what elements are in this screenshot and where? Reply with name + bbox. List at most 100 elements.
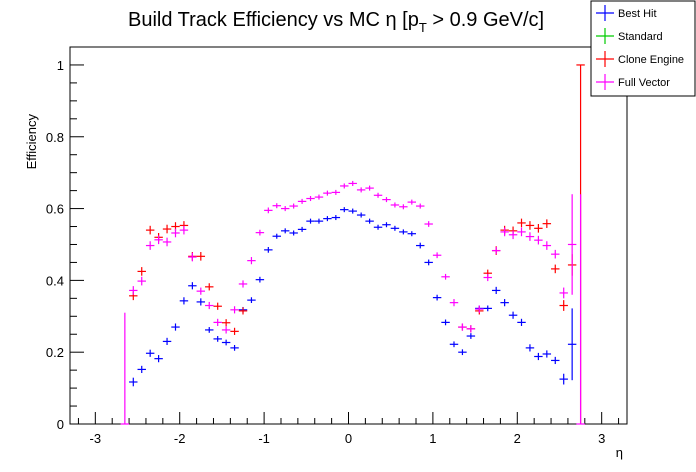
plot-frame bbox=[69, 46, 628, 425]
data-point bbox=[356, 187, 366, 193]
series-best-hit bbox=[129, 207, 577, 387]
data-point bbox=[129, 286, 138, 295]
legend-label: Clone Engine bbox=[618, 54, 684, 66]
data-point bbox=[179, 297, 189, 305]
x-tick-label: 1 bbox=[429, 431, 436, 446]
legend-entry: Clone Engine bbox=[596, 51, 684, 67]
data-layer bbox=[120, 64, 585, 425]
legend-entries: Best Hit Standard Clone Engine Full Vector bbox=[596, 5, 684, 90]
data-point bbox=[129, 377, 138, 387]
data-point bbox=[399, 229, 408, 235]
data-point bbox=[365, 218, 374, 224]
data-point bbox=[306, 218, 315, 224]
data-point bbox=[238, 307, 248, 315]
data-point bbox=[145, 349, 155, 357]
data-point bbox=[542, 219, 552, 228]
series-full-vector bbox=[120, 180, 585, 425]
y-tick-label: 0.8 bbox=[46, 130, 64, 145]
data-point bbox=[373, 192, 383, 198]
data-point bbox=[154, 355, 163, 363]
data-point bbox=[517, 318, 526, 326]
data-point bbox=[297, 226, 307, 232]
data-point bbox=[137, 365, 146, 374]
data-point bbox=[230, 306, 239, 314]
data-point bbox=[289, 230, 298, 236]
data-point bbox=[441, 319, 450, 326]
data-point bbox=[491, 246, 501, 255]
data-point bbox=[247, 297, 256, 304]
data-point bbox=[154, 235, 163, 245]
data-point bbox=[196, 298, 206, 306]
data-point bbox=[458, 323, 467, 331]
data-point bbox=[432, 294, 442, 301]
data-point bbox=[517, 227, 526, 237]
legend-entry: Standard bbox=[596, 28, 663, 44]
data-point bbox=[348, 180, 357, 186]
data-point bbox=[280, 206, 290, 212]
chart-title: Build Track Efficiency vs MC η [pT > 0.9… bbox=[128, 9, 544, 35]
y-tick-label: 1 bbox=[57, 58, 64, 73]
data-point bbox=[567, 194, 577, 295]
data-point bbox=[162, 337, 172, 346]
data-point bbox=[424, 259, 433, 266]
data-point bbox=[475, 305, 484, 313]
data-point bbox=[162, 237, 172, 247]
data-point bbox=[534, 235, 543, 245]
data-point bbox=[399, 204, 408, 210]
data-point bbox=[525, 232, 535, 241]
data-point bbox=[466, 325, 476, 333]
data-point bbox=[272, 233, 281, 239]
data-point bbox=[382, 222, 391, 228]
legend-label: Standard bbox=[618, 31, 663, 43]
data-point bbox=[525, 221, 535, 230]
y-tick-label: 0 bbox=[57, 417, 64, 432]
data-point bbox=[390, 202, 400, 208]
data-point bbox=[205, 327, 214, 333]
data-point bbox=[491, 286, 501, 295]
legend-box bbox=[590, 0, 696, 97]
data-point bbox=[213, 318, 222, 326]
legend-label: Best Hit bbox=[618, 8, 657, 20]
data-point bbox=[567, 308, 577, 381]
data-point bbox=[179, 225, 189, 235]
y-tick-label: 0.6 bbox=[46, 202, 64, 217]
data-point bbox=[306, 196, 315, 202]
data-point bbox=[416, 242, 425, 249]
data-point bbox=[238, 280, 248, 288]
data-point bbox=[314, 218, 324, 224]
data-point bbox=[466, 333, 476, 339]
data-point bbox=[196, 252, 206, 261]
axes-layer: -3 -2 -1 0 1 2 3 0 0.2 0.4 0.6 0.8 1 bbox=[46, 46, 620, 446]
data-point bbox=[221, 339, 231, 346]
data-point bbox=[441, 273, 450, 280]
y-axis-label: Efficiency bbox=[24, 114, 39, 170]
data-point bbox=[272, 203, 281, 209]
data-point bbox=[213, 336, 222, 342]
data-point bbox=[517, 218, 526, 228]
data-point bbox=[534, 224, 543, 233]
data-point bbox=[230, 327, 239, 335]
data-point bbox=[221, 326, 231, 334]
data-point bbox=[137, 267, 146, 276]
data-point bbox=[407, 199, 417, 205]
data-point bbox=[314, 194, 324, 200]
data-point bbox=[365, 185, 374, 191]
data-point bbox=[559, 373, 568, 385]
data-point bbox=[205, 283, 214, 291]
data-point bbox=[551, 264, 560, 274]
data-point bbox=[525, 344, 535, 352]
data-point bbox=[508, 311, 518, 319]
x-tick-label: -3 bbox=[90, 431, 102, 446]
data-point bbox=[196, 287, 206, 295]
data-point bbox=[483, 273, 492, 282]
legend-entry: Best Hit bbox=[596, 5, 657, 21]
data-point bbox=[264, 246, 273, 253]
data-point bbox=[323, 216, 332, 222]
data-point bbox=[340, 207, 349, 213]
data-point bbox=[432, 252, 442, 259]
y-tick-label: 0.4 bbox=[46, 273, 64, 288]
data-point bbox=[407, 231, 417, 237]
data-point bbox=[331, 189, 341, 195]
x-tick-label: 2 bbox=[514, 431, 521, 446]
data-point bbox=[137, 276, 146, 286]
